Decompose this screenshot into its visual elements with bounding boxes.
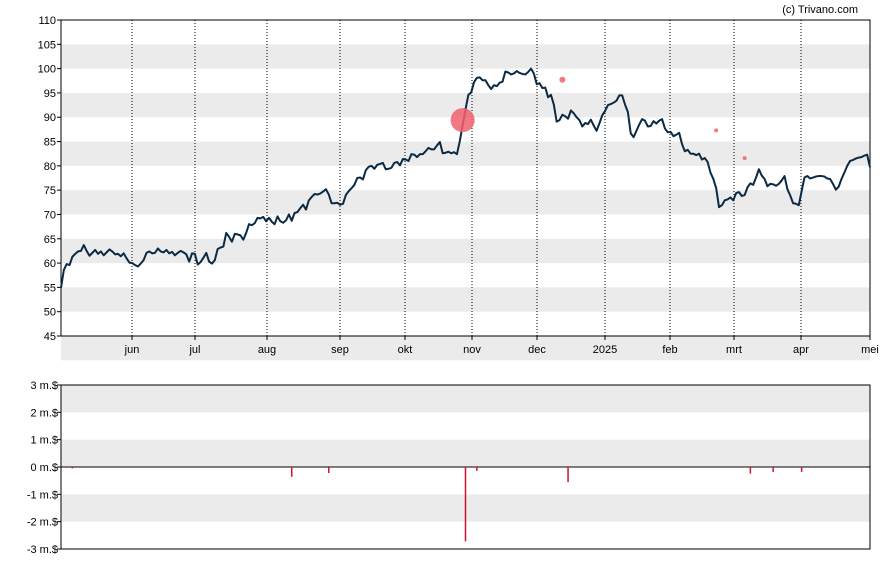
x-tick-label: jun [124, 344, 140, 356]
price-y-tick-label: 95 [44, 88, 56, 100]
volume-grid-band [61, 385, 870, 413]
price-grid-band [61, 336, 870, 361]
price-grid-band [61, 44, 870, 69]
x-tick-label: jul [188, 344, 200, 356]
price-y-tick-label: 55 [44, 282, 56, 294]
volume-grid-band [61, 439, 870, 467]
event-marker [742, 156, 747, 161]
x-tick-label: sep [331, 344, 349, 356]
event-marker [450, 108, 475, 133]
credit-label: (c) Trivano.com [782, 4, 858, 16]
price-y-tick-label: 45 [44, 331, 56, 343]
volume-bar [476, 467, 478, 471]
volume-bar [749, 467, 752, 474]
price-y-tick-label: 75 [44, 185, 56, 197]
price-grid-band [61, 287, 870, 312]
x-tick-label: okt [398, 344, 413, 356]
volume-y-tick-label: -3 m.$ [27, 544, 58, 556]
price-y-tick-label: 50 [44, 307, 56, 319]
price-y-tick-label: 100 [38, 64, 56, 76]
x-tick-label: 2025 [593, 344, 617, 356]
x-tick-label: dec [528, 344, 546, 356]
price-y-tick-label: 70 [44, 209, 56, 221]
x-tick-label: mrt [726, 344, 742, 356]
x-tick-label: nov [463, 344, 481, 356]
x-tick-label: apr [793, 344, 809, 356]
price-y-tick-label: 85 [44, 137, 56, 149]
price-y-tick-label: 65 [44, 234, 56, 246]
x-tick-label: mei [861, 344, 879, 356]
volume-bar [71, 467, 74, 469]
price-grid-band [61, 190, 870, 215]
price-y-tick-label: 110 [38, 15, 56, 27]
price-plot-frame [60, 19, 871, 337]
volume-bar [290, 467, 293, 477]
volume-bar [464, 467, 467, 542]
price-grid-band [61, 141, 870, 166]
x-tick-label: aug [258, 344, 276, 356]
price-y-tick-label: 105 [38, 39, 56, 51]
volume-bar [772, 467, 774, 472]
event-marker [559, 76, 566, 83]
price-panel: 110 105 100 95 90 85 80 75 70 65 60 55 50 45 jun jul aug… [38, 15, 879, 361]
volume-panel: 3 m.$ 2 m.$ 1 m.$ 0 m.$ -1 m.$ -2 m.$ -3 m.$ [27, 380, 871, 556]
volume-bar [800, 467, 803, 472]
event-marker [714, 128, 719, 133]
price-y-tick-label: 60 [44, 258, 56, 270]
volume-y-tick-label: -2 m.$ [27, 517, 58, 529]
volume-y-tick-label: 2 m.$ [30, 407, 58, 419]
volume-y-tick-label: -1 m.$ [27, 489, 58, 501]
volume-y-tick-label: 1 m.$ [30, 435, 58, 447]
price-y-tick-label: 90 [44, 112, 56, 124]
x-tick-label: feb [662, 344, 677, 356]
volume-bar [328, 467, 330, 474]
volume-bar [567, 467, 569, 483]
volume-y-tick-label: 3 m.$ [30, 380, 58, 392]
price-y-tick-label: 80 [44, 161, 56, 173]
volume-y-tick-label: 0 m.$ [30, 462, 58, 474]
